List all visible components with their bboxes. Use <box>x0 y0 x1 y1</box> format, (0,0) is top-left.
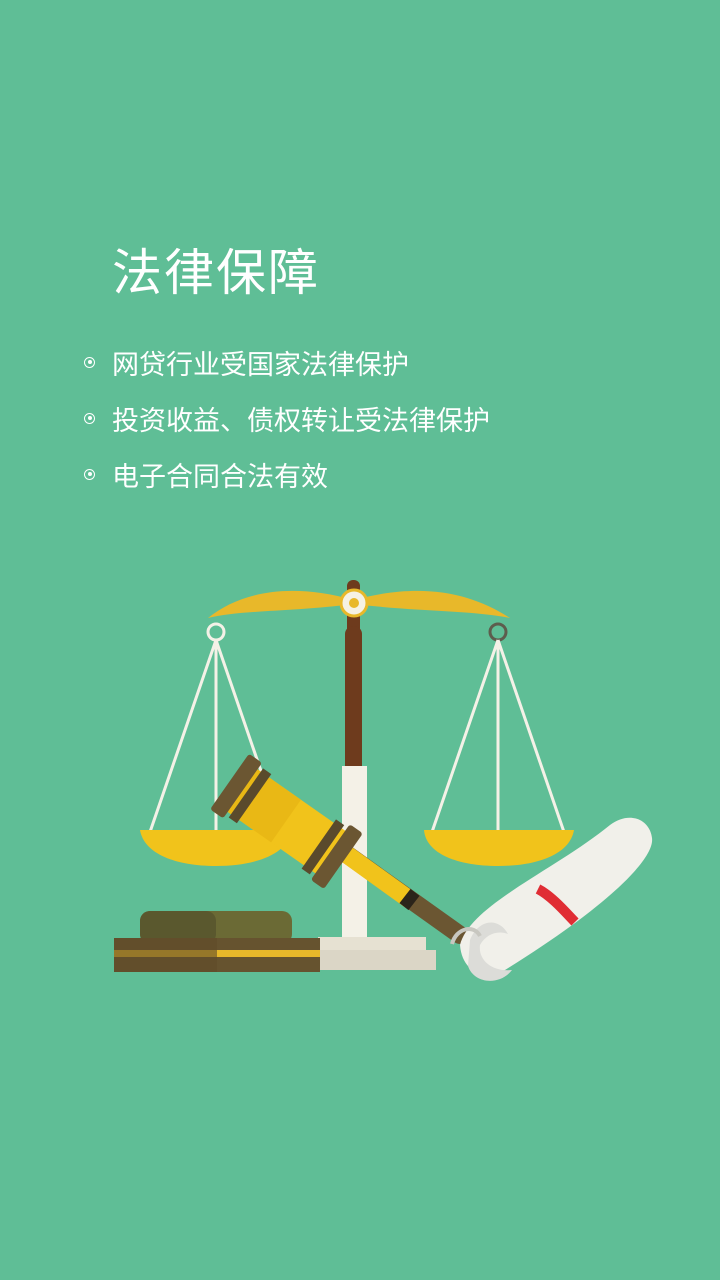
list-item: 网贷行业受国家法律保护 <box>84 334 490 390</box>
bullet-text: 网贷行业受国家法律保护 <box>112 349 409 381</box>
bullet-icon <box>84 356 95 368</box>
justice-illustration <box>114 580 653 981</box>
page-title: 法律保障 <box>112 244 320 302</box>
list-item: 电子合同合法有效 <box>84 446 490 502</box>
sound-block-icon <box>114 911 320 972</box>
feature-list: 网贷行业受国家法律保护 投资收益、债权转让受法律保护 电子合同合法有效 <box>84 334 490 502</box>
bullet-icon <box>84 468 95 480</box>
bullet-text: 电子合同合法有效 <box>112 461 328 493</box>
bullet-text: 投资收益、债权转让受法律保护 <box>112 405 490 437</box>
scale-icon <box>140 580 574 970</box>
contract-scroll-icon <box>450 817 653 981</box>
list-item: 投资收益、债权转让受法律保护 <box>84 390 490 446</box>
gavel-icon <box>211 754 469 944</box>
bullet-icon <box>84 412 95 424</box>
